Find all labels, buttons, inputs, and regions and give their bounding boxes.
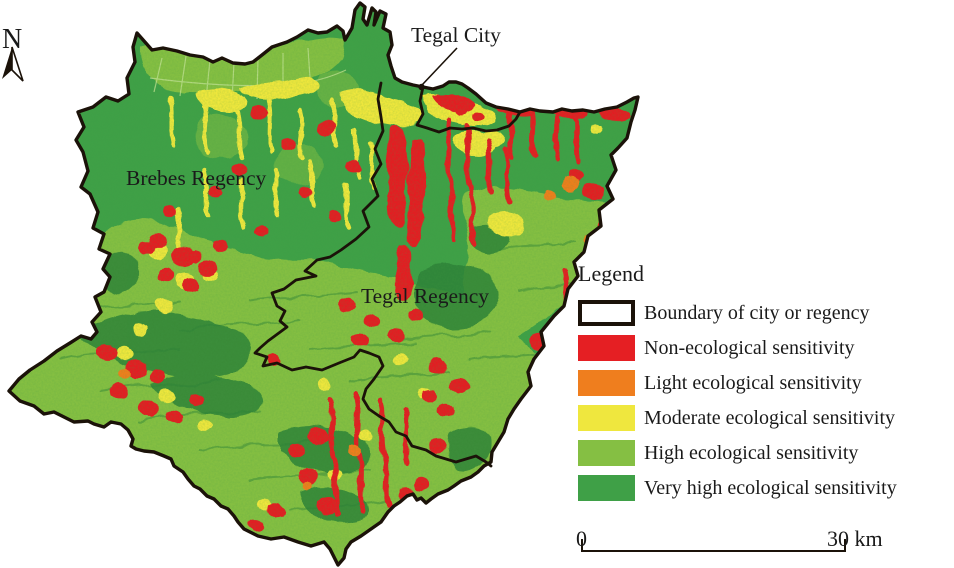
legend-swatch-very-high bbox=[578, 475, 635, 501]
legend-swatch-non-eco bbox=[578, 335, 635, 361]
tegal-city-boundary bbox=[415, 85, 522, 134]
leader-dot bbox=[418, 83, 425, 91]
legend: Legend Boundary of city or regency Non-e… bbox=[578, 261, 897, 510]
north-arrow: N bbox=[2, 24, 24, 82]
brebes-tegal-boundary bbox=[253, 81, 493, 468]
label-tegal-regency: Tegal Regency bbox=[361, 284, 489, 308]
legend-label: Moderate ecological sensitivity bbox=[644, 406, 896, 429]
legend-label: Light ecological sensitivity bbox=[644, 371, 862, 394]
scale-bar-end-label: 30 km bbox=[827, 526, 883, 551]
legend-swatch-moderate bbox=[578, 405, 635, 431]
scale-bar-start-label: 0 bbox=[576, 526, 587, 551]
scale-bar: 0 30 km bbox=[576, 526, 883, 552]
legend-label: Non-ecological sensitivity bbox=[644, 336, 855, 359]
legend-label: Boundary of city or regency bbox=[644, 301, 870, 324]
legend-item-boundary: Boundary of city or regency bbox=[578, 300, 897, 326]
north-arrow-right-half bbox=[11, 46, 24, 82]
legend-item-very-high: Very high ecological sensitivity bbox=[578, 475, 897, 501]
label-tegal-city: Tegal City bbox=[411, 23, 501, 47]
legend-label: High ecological sensitivity bbox=[644, 441, 859, 464]
legend-swatch-boundary bbox=[578, 300, 635, 326]
legend-swatch-light bbox=[578, 370, 635, 396]
legend-title: Legend bbox=[578, 261, 644, 286]
north-arrow-left-half bbox=[2, 47, 12, 79]
leader-line bbox=[421, 47, 458, 86]
boundaries bbox=[7, 1, 640, 567]
label-brebes-regency: Brebes Regency bbox=[126, 166, 267, 190]
legend-item-light: Light ecological sensitivity bbox=[578, 370, 897, 396]
north-arrow-label: N bbox=[2, 24, 22, 55]
legend-swatch-high bbox=[578, 440, 635, 466]
legend-item-moderate: Moderate ecological sensitivity bbox=[578, 405, 897, 431]
tegal-city-leader bbox=[418, 47, 458, 91]
legend-item-high: High ecological sensitivity bbox=[578, 440, 897, 466]
legend-item-non-eco: Non-ecological sensitivity bbox=[578, 335, 897, 361]
scale-bar-line bbox=[581, 539, 846, 552]
legend-label: Very high ecological sensitivity bbox=[644, 476, 897, 499]
